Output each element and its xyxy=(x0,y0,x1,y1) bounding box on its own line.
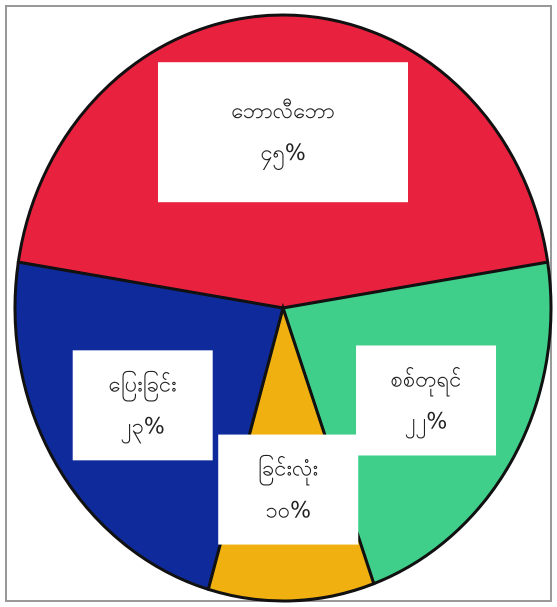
label-box xyxy=(158,62,408,203)
value-label: ၁၀% xyxy=(265,499,311,524)
slice-label: စစ်တုရင် xyxy=(391,366,462,396)
slice-label: ခြင်းလုံး xyxy=(258,455,318,486)
label-box xyxy=(356,345,497,456)
value-label: ၄၅% xyxy=(260,141,306,170)
label-box xyxy=(218,434,359,545)
value-label: ၂၂% xyxy=(405,409,448,438)
label-box xyxy=(72,350,213,461)
value-label: ၂၃% xyxy=(121,414,165,443)
slice-label: ပြေးခြင်း xyxy=(109,370,177,401)
slice-label: ဘောလီဘော xyxy=(231,98,334,124)
